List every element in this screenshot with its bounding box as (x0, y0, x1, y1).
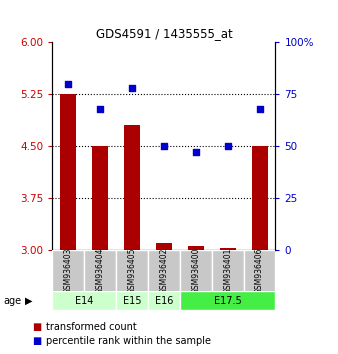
Text: GSM936403: GSM936403 (64, 247, 73, 294)
Text: transformed count: transformed count (46, 322, 136, 332)
Text: E14: E14 (75, 296, 93, 306)
Bar (244, 250, 275, 292)
Text: GSM936402: GSM936402 (160, 247, 168, 294)
Bar (116, 250, 148, 292)
Text: GSM936406: GSM936406 (255, 247, 264, 294)
Text: ■: ■ (32, 336, 41, 346)
Bar (148, 291, 180, 310)
Text: GSM936404: GSM936404 (96, 247, 105, 294)
Bar (156, 243, 172, 250)
Text: percentile rank within the sample: percentile rank within the sample (46, 336, 211, 346)
Bar (124, 125, 140, 250)
Bar (180, 250, 212, 292)
Bar (61, 94, 76, 250)
Text: E15: E15 (123, 296, 141, 306)
Bar (188, 246, 204, 250)
Bar (92, 146, 108, 250)
Bar (180, 291, 275, 310)
Point (161, 143, 167, 149)
Point (225, 143, 231, 149)
Bar (84, 250, 116, 292)
Text: E17.5: E17.5 (214, 296, 242, 306)
Bar (148, 250, 180, 292)
Text: ■: ■ (32, 322, 41, 332)
Bar (52, 291, 116, 310)
Text: GSM936400: GSM936400 (191, 247, 200, 294)
Bar (212, 250, 244, 292)
Text: GSM936405: GSM936405 (127, 247, 137, 294)
Text: age: age (3, 296, 22, 306)
Point (66, 81, 71, 87)
Bar (220, 248, 236, 250)
Point (129, 85, 135, 91)
Bar (116, 291, 148, 310)
Text: GSM936401: GSM936401 (223, 247, 232, 294)
Bar (251, 146, 267, 250)
Point (97, 106, 103, 112)
Title: GDS4591 / 1435555_at: GDS4591 / 1435555_at (96, 27, 232, 40)
Point (193, 149, 198, 155)
Text: ▶: ▶ (25, 296, 32, 306)
Bar (52, 250, 84, 292)
Point (257, 106, 262, 112)
Text: E16: E16 (155, 296, 173, 306)
